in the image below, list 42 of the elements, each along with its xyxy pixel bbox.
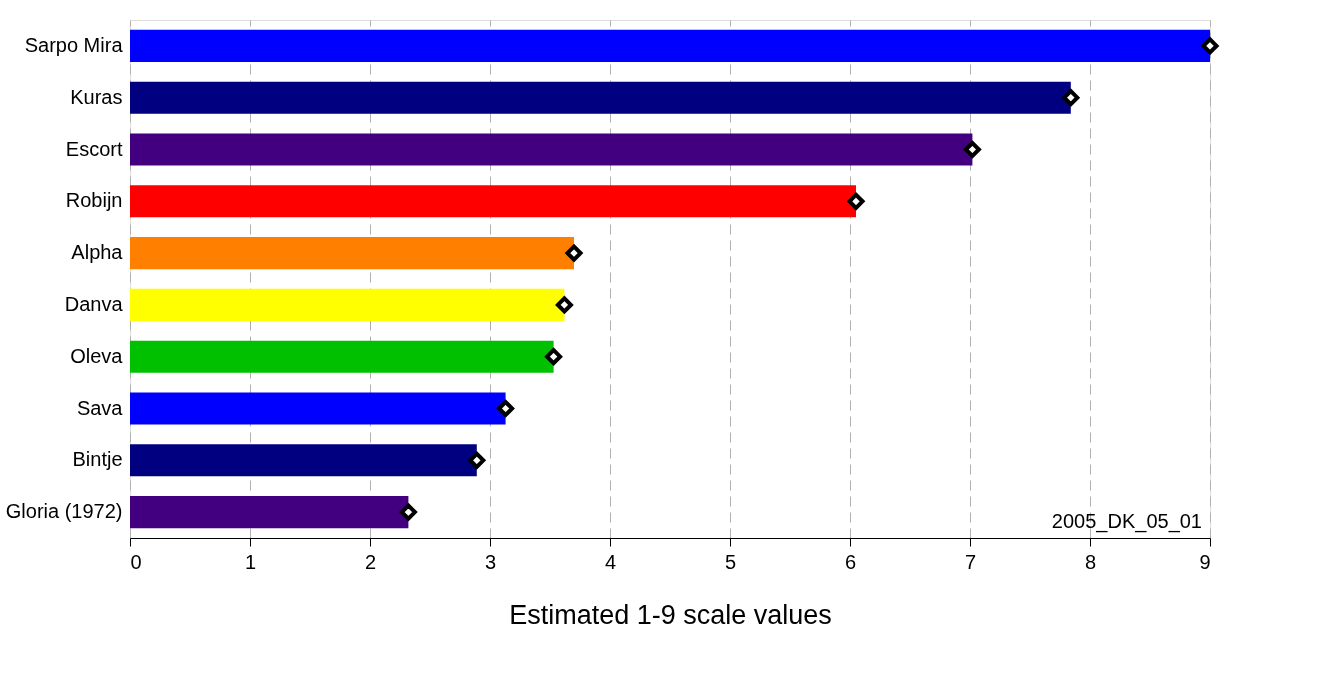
x-tick-label: 2 (364, 550, 377, 573)
x-tick-label: 6 (844, 550, 857, 573)
bar (130, 392, 506, 425)
point (468, 451, 486, 469)
x-tick-label: 0 (130, 550, 142, 573)
bar (130, 237, 574, 270)
y-tick-label: Bintje (72, 448, 123, 471)
annotation: 2005_DK_05_01 (1051, 510, 1202, 533)
bar (130, 444, 477, 477)
bar (130, 288, 565, 321)
point (555, 296, 573, 314)
y-tick-label: Sava (76, 396, 124, 419)
point (1062, 89, 1080, 107)
point (847, 192, 865, 210)
x-axis-title: Estimated 1-9 scale values (509, 599, 832, 630)
x-tick-label: 3 (484, 550, 497, 573)
bar (130, 496, 409, 529)
bar (130, 29, 1210, 62)
x-tick-label: 4 (604, 550, 617, 573)
point (399, 503, 417, 521)
point (963, 140, 981, 159)
x-tick-label: 1 (244, 550, 257, 573)
y-tick-label: Oleva (70, 344, 124, 367)
x-tick-label: 9 (1199, 550, 1211, 573)
y-tick-label: Alpha (71, 241, 124, 264)
bar (130, 133, 973, 166)
point (545, 348, 563, 366)
x-tick-label: 7 (964, 550, 977, 573)
y-tick-label: Sarpo Mira (24, 33, 124, 56)
bar (130, 185, 856, 218)
bar (130, 81, 1071, 114)
y-tick-label: Robijn (65, 189, 123, 212)
y-tick-label: Gloria (1972) (5, 500, 123, 523)
y-tick-label: Escort (65, 137, 123, 160)
x-tick-label: 5 (724, 550, 737, 573)
bar (130, 340, 554, 373)
point (1201, 37, 1219, 55)
y-tick-label: Danva (64, 292, 124, 315)
point (497, 399, 515, 418)
point (565, 244, 583, 262)
x-tick-label: 8 (1084, 550, 1097, 573)
y-tick-label: Kuras (70, 85, 123, 108)
